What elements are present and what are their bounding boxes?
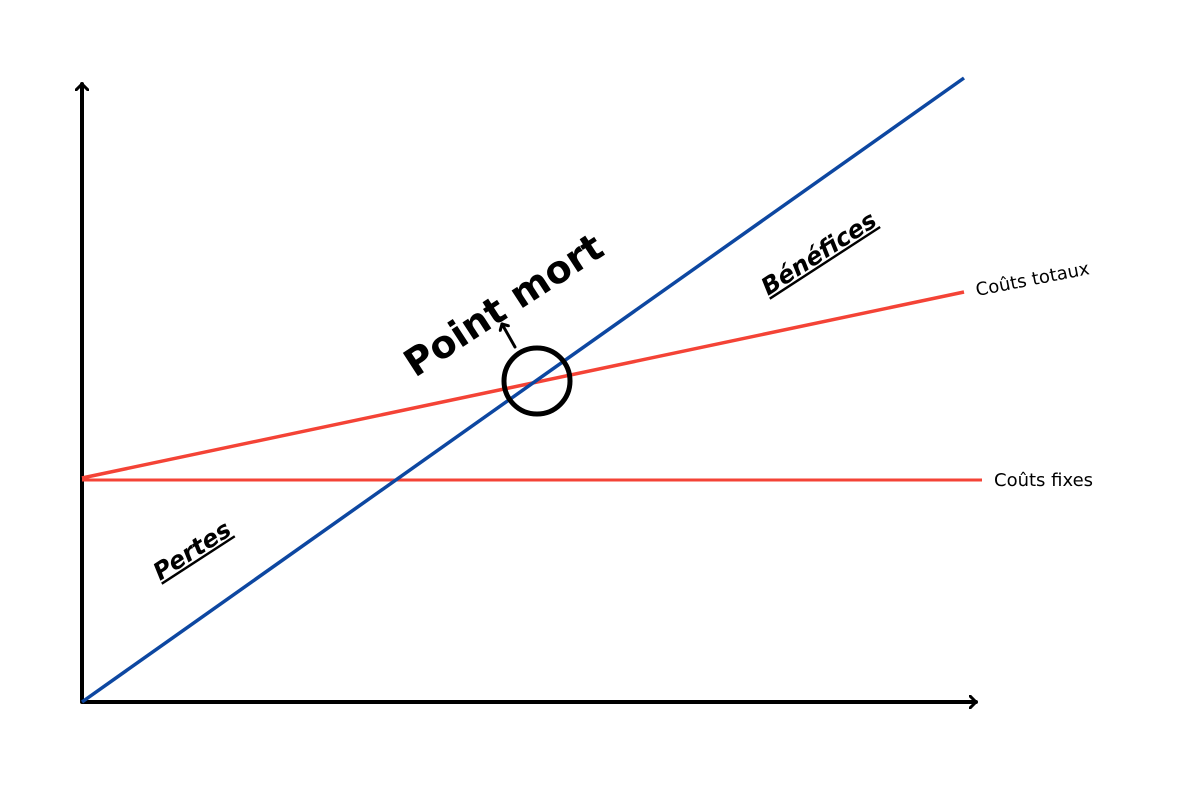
- break-even-arrow: [502, 322, 517, 349]
- fixed-costs-label: Coûts fixes: [994, 470, 1093, 491]
- profits-label: Bénéfices: [756, 206, 882, 301]
- revenue-line: [80, 76, 966, 704]
- total-costs-label: Coûts totaux: [974, 258, 1092, 301]
- total-costs-line: [81, 290, 965, 480]
- break-even-label: Point mort: [396, 224, 611, 385]
- break-even-circle: [501, 345, 573, 417]
- losses-label: Pertes: [148, 515, 236, 586]
